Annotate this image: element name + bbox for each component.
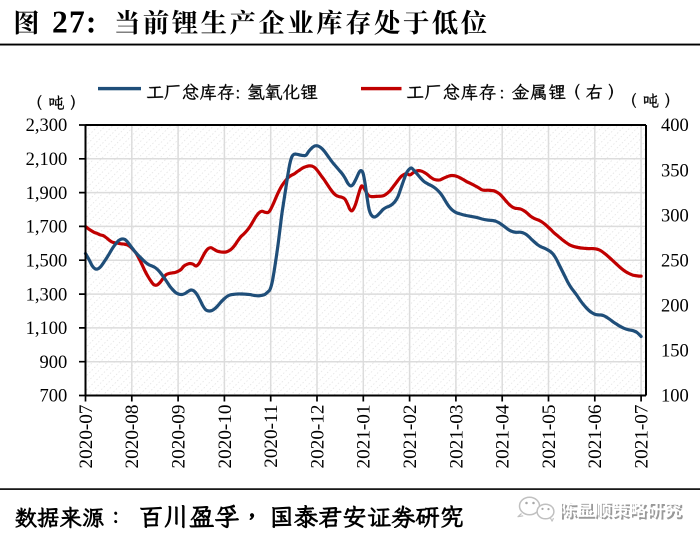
svg-text:1,700: 1,700: [26, 218, 68, 238]
svg-text:400: 400: [661, 116, 689, 136]
svg-text:2,300: 2,300: [26, 116, 68, 136]
svg-text:350: 350: [661, 161, 689, 181]
svg-text:2020-09: 2020-09: [169, 405, 190, 469]
svg-text:2020-12: 2020-12: [307, 405, 328, 469]
svg-text:150: 150: [661, 342, 689, 362]
svg-text:2021-02: 2021-02: [400, 405, 421, 469]
svg-text:1,900: 1,900: [26, 184, 68, 204]
svg-text:2021-05: 2021-05: [539, 405, 560, 469]
svg-text:900: 900: [39, 353, 67, 373]
svg-text:2021-01: 2021-01: [354, 405, 375, 469]
svg-text:2020-11: 2020-11: [261, 405, 282, 468]
svg-text:250: 250: [661, 251, 689, 271]
svg-text:200: 200: [661, 297, 689, 317]
svg-text:2021-06: 2021-06: [585, 404, 606, 468]
svg-text:1,300: 1,300: [26, 285, 68, 305]
svg-text:2020-10: 2020-10: [215, 405, 236, 469]
svg-text:27:: 27:: [52, 4, 98, 39]
svg-text:2020-08: 2020-08: [122, 405, 143, 469]
svg-text:2020-07: 2020-07: [76, 404, 97, 468]
svg-text:2021-04: 2021-04: [493, 404, 514, 468]
svg-text:2,100: 2,100: [26, 150, 68, 170]
svg-text:2021-07: 2021-07: [632, 404, 653, 468]
svg-text:2021-03: 2021-03: [446, 405, 467, 469]
svg-text:300: 300: [661, 206, 689, 226]
svg-text:100: 100: [661, 387, 689, 407]
svg-text:700: 700: [39, 387, 67, 407]
svg-text:1,500: 1,500: [26, 251, 68, 271]
svg-text:1,100: 1,100: [26, 319, 68, 339]
